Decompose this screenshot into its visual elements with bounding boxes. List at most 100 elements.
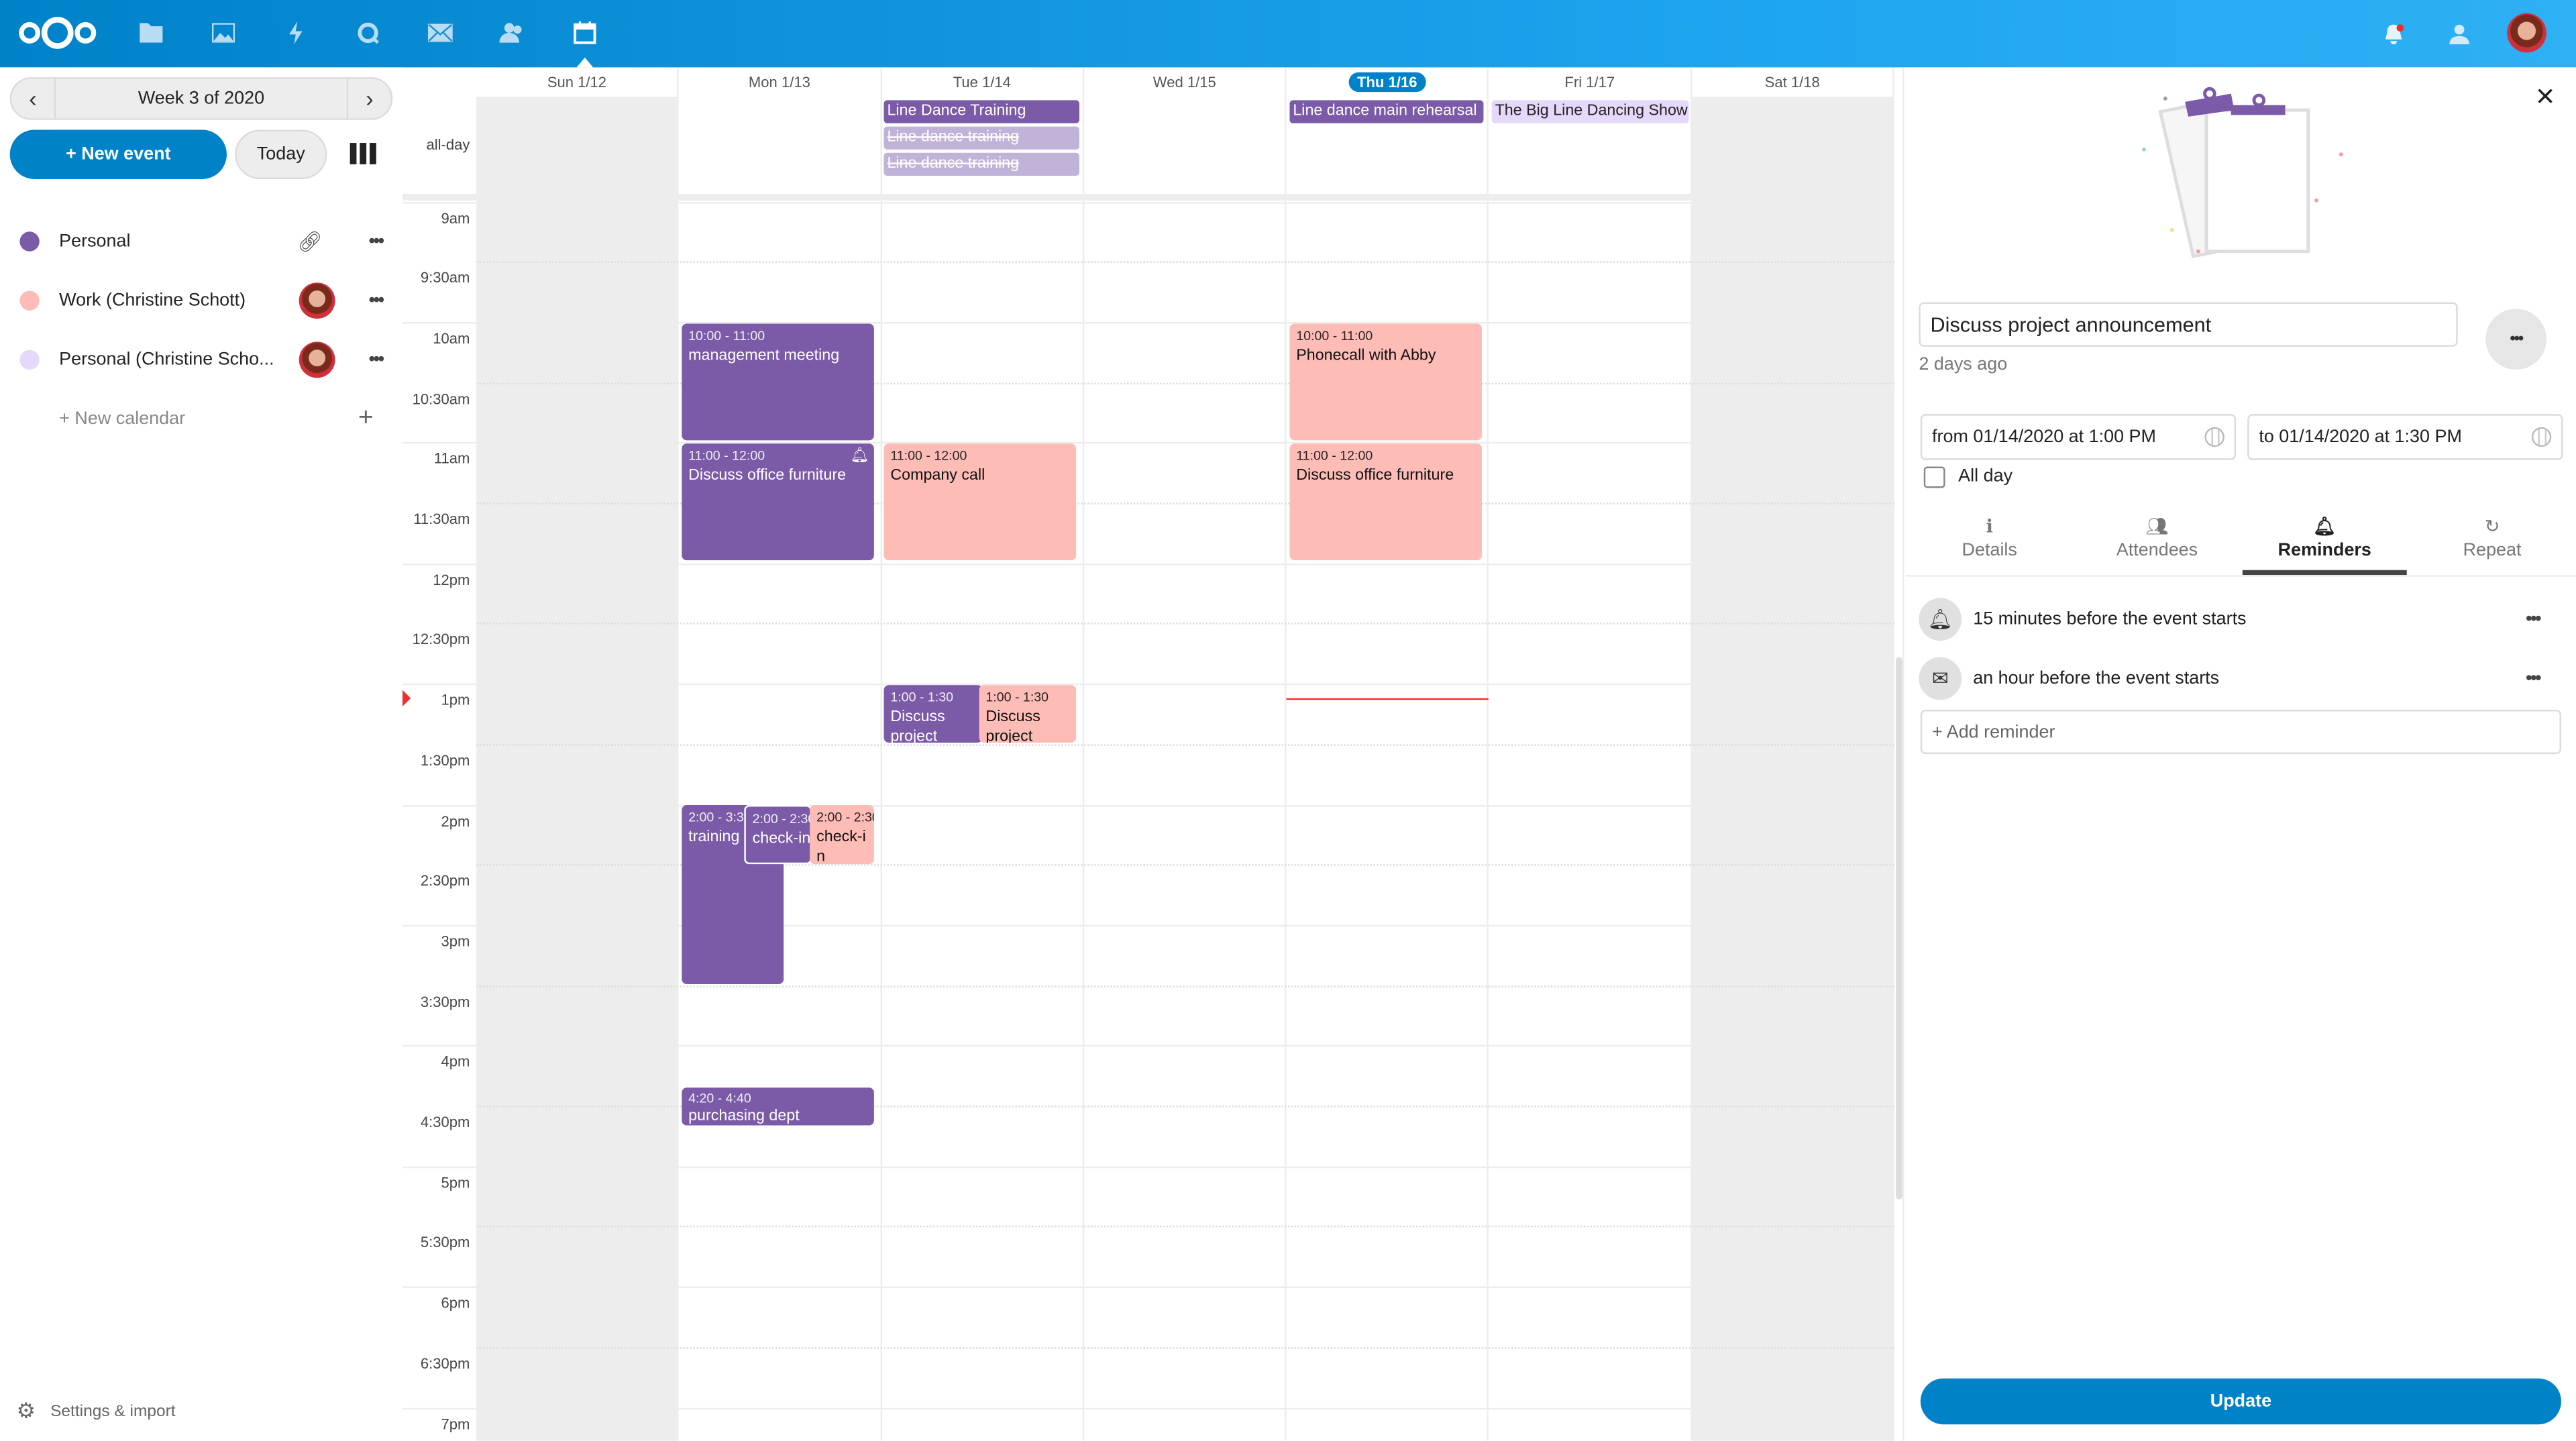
next-week-button[interactable]: ›: [366, 85, 374, 112]
files-icon[interactable]: [135, 16, 168, 49]
event-title-input[interactable]: Discuss project announcement: [1919, 302, 2458, 347]
mail-icon[interactable]: [424, 16, 457, 49]
day-column[interactable]: [881, 97, 1085, 1441]
bell-icon: 🔔︎: [1919, 598, 1962, 641]
event[interactable]: 2:00 - 3:30 training: [682, 805, 784, 984]
day-header[interactable]: Sat 1/18: [1692, 67, 1894, 97]
all-day-event-cancelled[interactable]: Line dance training: [883, 152, 1079, 176]
day-column[interactable]: [1691, 97, 1894, 1441]
day-header[interactable]: Fri 1/17: [1489, 67, 1692, 97]
event[interactable]: 2:00 - 2:30 check-in: [744, 805, 812, 865]
tab-repeat[interactable]: ↻ Repeat: [2410, 516, 2575, 575]
day-column[interactable]: [1084, 97, 1287, 1441]
day-column[interactable]: [476, 97, 680, 1441]
event[interactable]: 10:00 - 11:00 management meeting: [682, 323, 874, 441]
all-day-event[interactable]: Line Dance Training: [883, 100, 1079, 123]
all-day-label: all-day: [426, 136, 470, 153]
week-navigator: ‹ Week 3 of 2020 ›: [9, 77, 393, 120]
event[interactable]: 10:00 - 11:00 Phonecall with Abby: [1289, 323, 1482, 441]
add-reminder-button[interactable]: + Add reminder: [1920, 709, 2561, 755]
user-avatar[interactable]: [2507, 13, 2546, 53]
contacts-icon[interactable]: [496, 16, 529, 49]
tab-label: Attendees: [2116, 540, 2198, 561]
tab-label: Details: [1962, 540, 2017, 561]
new-calendar-label: + New calendar: [59, 409, 186, 429]
previous-week-button[interactable]: ‹: [29, 85, 37, 112]
day-column[interactable]: [1287, 97, 1489, 1441]
contacts-menu-icon[interactable]: [2443, 16, 2476, 49]
week-view: Sun 1/12 Mon 1/13 Tue 1/14 Wed 1/15 Thu 1/16…: [402, 67, 1894, 1441]
week-label[interactable]: Week 3 of 2020: [54, 78, 349, 119]
calendar-item-personal-shared[interactable]: Personal (Christine Scho... •••: [0, 335, 402, 384]
timezone-globe-icon[interactable]: [2531, 427, 2552, 447]
all-day-event-cancelled[interactable]: Line dance training: [883, 126, 1079, 150]
calendar-item-work[interactable]: Work (Christine Schott) •••: [0, 276, 402, 325]
time-label: 3:30pm: [420, 993, 470, 1010]
settings-button[interactable]: ⚙ Settings & import: [16, 1398, 175, 1424]
calendar-color-dot[interactable]: [19, 290, 40, 311]
more-icon[interactable]: •••: [368, 290, 384, 311]
activity-icon[interactable]: [279, 16, 312, 49]
new-event-button[interactable]: + New event: [9, 129, 227, 179]
day-header[interactable]: Tue 1/14: [881, 67, 1085, 97]
more-actions-button[interactable]: •••: [2485, 309, 2546, 370]
share-link-icon[interactable]: 🔗︎: [297, 229, 323, 254]
half-hour-line: [476, 382, 1894, 384]
timezone-globe-icon[interactable]: [2204, 427, 2224, 447]
reminder-item[interactable]: ✉︎ an hour before the event starts •••: [1919, 655, 2559, 702]
day-header[interactable]: Wed 1/15: [1084, 67, 1287, 97]
reminder-item[interactable]: 🔔︎ 15 minutes before the event starts ••…: [1919, 596, 2559, 643]
event[interactable]: 1:00 - 1:30 Discuss project announcement: [883, 685, 983, 743]
calendar-icon[interactable]: [568, 16, 601, 49]
time-label: 9:30am: [420, 270, 470, 286]
day-header[interactable]: Mon 1/13: [679, 67, 882, 97]
calendar-color-dot[interactable]: [19, 350, 40, 370]
tab-reminders[interactable]: 🔔︎ Reminders: [2242, 516, 2407, 576]
view-switcher-icon[interactable]: [350, 143, 376, 164]
hour-line: [402, 563, 1894, 565]
time-label: 5:30pm: [420, 1234, 470, 1251]
event-title: Company call: [890, 466, 985, 485]
start-date-value: from 01/14/2020 at 1:00 PM: [1932, 427, 2156, 447]
notifications-icon[interactable]: [2377, 16, 2410, 49]
start-date-input[interactable]: from 01/14/2020 at 1:00 PM: [1920, 414, 2237, 460]
day-header[interactable]: Thu 1/16: [1287, 67, 1489, 97]
photos-icon[interactable]: [207, 16, 240, 49]
day-column[interactable]: [1489, 97, 1692, 1441]
event[interactable]: 4:20 - 4:40 purchasing dept: [682, 1087, 874, 1126]
today-button[interactable]: Today: [235, 129, 327, 179]
tab-details[interactable]: ℹ︎ Details: [1907, 516, 2072, 575]
plus-icon[interactable]: +: [358, 404, 374, 433]
update-button[interactable]: Update: [1920, 1378, 2561, 1425]
event[interactable]: 1:00 - 1:30 Discuss project: [979, 685, 1077, 743]
event[interactable]: 2:00 - 2:30 check-in: [810, 805, 874, 865]
all-day-checkbox[interactable]: [1923, 466, 1945, 488]
close-icon[interactable]: ✕: [2534, 83, 2556, 112]
current-time-line: [1286, 697, 1489, 700]
talk-icon[interactable]: [352, 16, 384, 49]
more-icon[interactable]: •••: [368, 350, 384, 370]
half-hour-line: [476, 985, 1894, 987]
time-label: 7pm: [441, 1415, 470, 1432]
half-hour-line: [476, 1346, 1894, 1349]
scrollbar[interactable]: [1896, 657, 1902, 1199]
event[interactable]: 11:00 - 12:00 Discuss office furniture 🔔︎: [682, 443, 874, 561]
new-calendar-button[interactable]: + New calendar +: [0, 394, 402, 443]
more-icon[interactable]: •••: [2526, 668, 2541, 689]
more-icon[interactable]: •••: [368, 231, 384, 252]
more-icon[interactable]: •••: [2526, 609, 2541, 629]
all-day-event[interactable]: The Big Line Dancing Show: [1491, 100, 1689, 123]
event[interactable]: 11:00 - 12:00 Company call: [883, 443, 1077, 561]
day-column[interactable]: [679, 97, 882, 1441]
nextcloud-logo[interactable]: [16, 16, 98, 49]
day-header[interactable]: Sun 1/12: [476, 67, 680, 97]
end-date-input[interactable]: to 01/14/2020 at 1:30 PM: [2247, 414, 2563, 460]
all-day-event[interactable]: Line dance main rehearsal: [1289, 100, 1484, 123]
calendar-color-dot[interactable]: [19, 231, 40, 252]
time-label: 9am: [441, 209, 470, 226]
calendar-item-personal[interactable]: Personal 🔗︎ •••: [0, 217, 402, 266]
hour-line: [402, 201, 1894, 203]
tab-attendees[interactable]: 👥︎ Attendees: [2075, 516, 2239, 575]
event[interactable]: 11:00 - 12:00 Discuss office furniture: [1289, 443, 1482, 561]
event-time: 11:00 - 12:00: [1296, 448, 1373, 464]
